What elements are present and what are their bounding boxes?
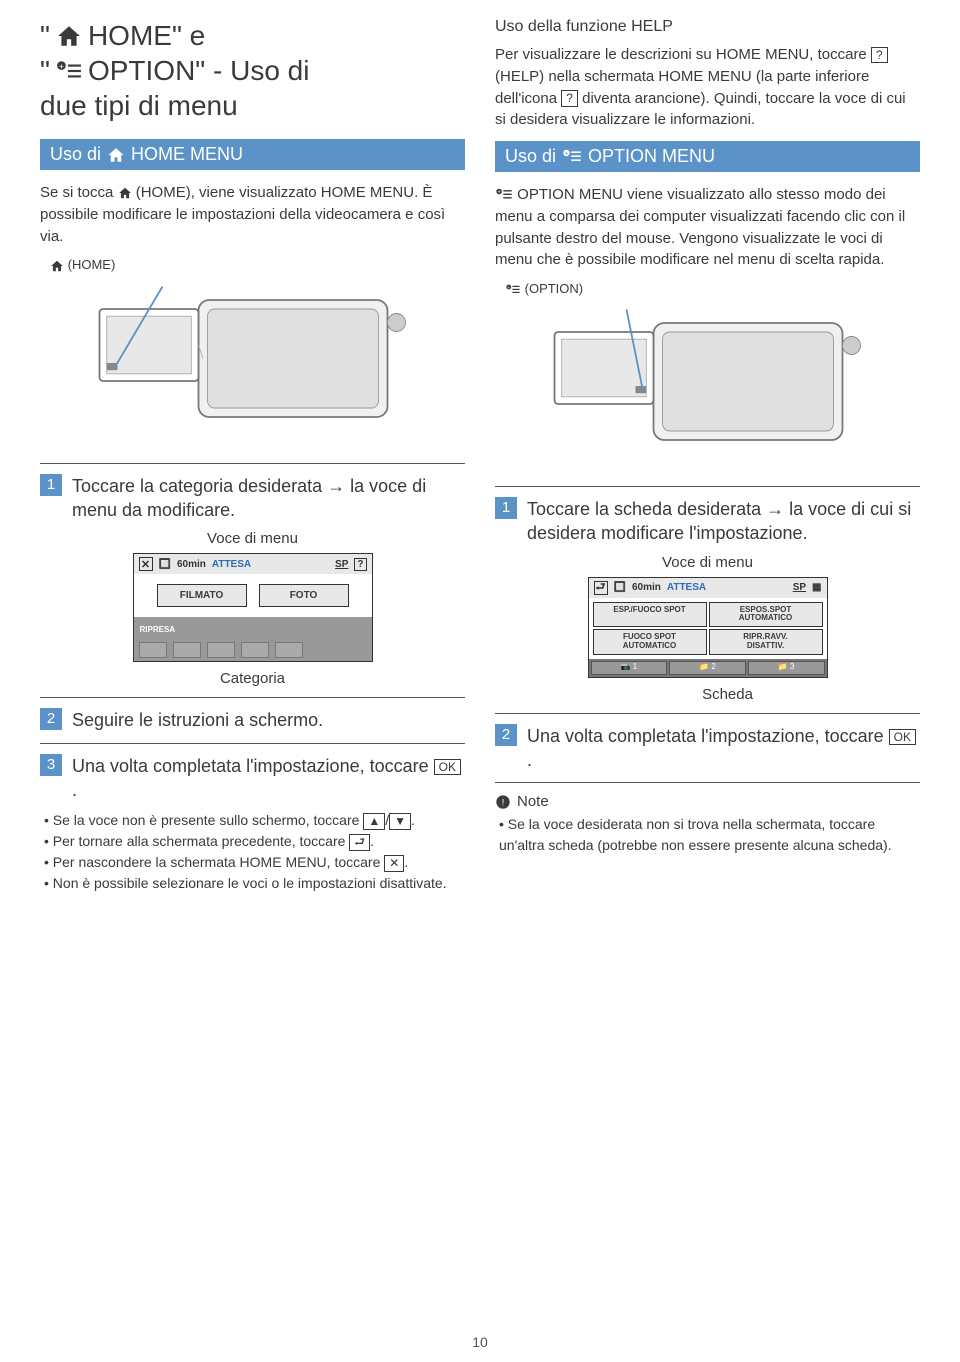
camera-illustration xyxy=(495,296,920,476)
option-screen-mock: ⮐ 🔲 60min ATTESA SP ▦ ESP./FUOCO SPOT ES… xyxy=(588,577,828,678)
attesa-label: ATTESA xyxy=(667,582,706,593)
separator xyxy=(495,486,920,487)
separator xyxy=(40,697,465,698)
svg-text:+: + xyxy=(565,150,569,157)
step-3: 3 Una volta completata l'impostazione, t… xyxy=(40,754,465,803)
option-icon: + xyxy=(562,149,582,165)
footer-tab xyxy=(275,642,303,658)
grid-button: ESP./FUOCO SPOT xyxy=(593,602,707,628)
help-icon: ? xyxy=(871,47,888,63)
step-text: Una volta completata l'impostazione, toc… xyxy=(527,724,920,773)
title-line2: OPTION" - Uso di xyxy=(88,53,310,88)
down-icon: ▼ xyxy=(389,813,411,829)
home-label: (HOME) xyxy=(50,257,115,273)
sp-label: SP xyxy=(793,582,806,593)
note-heading: ! Note xyxy=(495,793,920,810)
tab: 📁 2 xyxy=(669,661,746,675)
help-body: Per visualizzare le descrizioni su HOME … xyxy=(495,44,920,131)
time-label: 60min xyxy=(632,582,661,593)
sp-label: SP xyxy=(335,559,348,570)
step-text: Toccare la categoria desiderata → la voc… xyxy=(72,474,465,523)
ok-icon: OK xyxy=(434,759,461,775)
bullet-list: Se la voce non è presente sullo schermo,… xyxy=(40,810,465,894)
home-menu-bar: Uso di HOME MENU xyxy=(40,139,465,170)
title-line3: due tipi di menu xyxy=(40,90,238,121)
home-icon xyxy=(56,23,82,49)
separator xyxy=(495,782,920,783)
footer-tab xyxy=(173,642,201,658)
option-icon: + xyxy=(56,60,82,82)
back-icon: ⮐ xyxy=(594,581,608,595)
home-icon xyxy=(50,259,64,273)
step-number: 2 xyxy=(40,708,62,730)
title-line1: HOME" e xyxy=(88,18,205,53)
home-intro: Se si tocca (HOME), viene visualizzato H… xyxy=(40,182,465,247)
tab-label: Scheda xyxy=(535,686,920,703)
ripresa-label: RIPRESA xyxy=(140,625,182,634)
list-item: Se la voce non è presente sullo schermo,… xyxy=(44,810,465,831)
help-icon: ? xyxy=(354,558,366,571)
grid-button: RIPR.RAVV.DISATTIV. xyxy=(709,629,823,655)
grid-button: ESPOS.SPOTAUTOMATICO xyxy=(709,602,823,628)
tab: 📁 3 xyxy=(748,661,825,675)
quote: " xyxy=(40,18,50,53)
step-2: 2 Una volta completata l'impostazione, t… xyxy=(495,724,920,773)
list-item: Per nascondere la schermata HOME MENU, t… xyxy=(44,852,465,873)
home-icon xyxy=(118,186,132,200)
back-icon: ⮐ xyxy=(349,834,370,850)
option-icon: + xyxy=(495,188,513,202)
option-icon: + xyxy=(505,284,521,296)
page-number: 10 xyxy=(0,1334,960,1350)
close-icon: ✕ xyxy=(139,557,153,571)
step-number: 1 xyxy=(40,474,62,496)
svg-text:!: ! xyxy=(502,797,505,807)
footer-tab xyxy=(241,642,269,658)
step-text: Toccare la scheda desiderata → la voce d… xyxy=(527,497,920,546)
step-number: 2 xyxy=(495,724,517,746)
grid-button: FUOCO SPOTAUTOMATICO xyxy=(593,629,707,655)
battery-icon: ▦ xyxy=(812,582,821,593)
option-body: + OPTION MENU viene visualizzato allo st… xyxy=(495,184,920,271)
list-item: Non è possibile selezionare le voci o le… xyxy=(44,873,465,894)
separator xyxy=(40,743,465,744)
step-number: 3 xyxy=(40,754,62,776)
menu-item-label: Voce di menu xyxy=(495,554,920,571)
step-1: 1 Toccare la categoria desiderata → la v… xyxy=(40,474,465,523)
option-menu-bar: Uso di + OPTION MENU xyxy=(495,141,920,172)
category-label: Categoria xyxy=(40,670,465,687)
help-heading: Uso della funzione HELP xyxy=(495,18,920,36)
svg-text:+: + xyxy=(507,285,510,290)
step-number: 1 xyxy=(495,497,517,519)
separator xyxy=(495,713,920,714)
svg-text:+: + xyxy=(497,190,500,196)
note-list: Se la voce desiderata non si trova nella… xyxy=(495,814,920,856)
step-text: Una volta completata l'impostazione, toc… xyxy=(72,754,465,803)
footer-tab xyxy=(207,642,235,658)
page-title: " HOME" e " + OPTION" - Uso di due tipi … xyxy=(40,18,465,123)
tab: 📷 1 xyxy=(591,661,668,675)
help-icon: ? xyxy=(561,90,578,106)
home-icon xyxy=(107,146,125,164)
camera-illustration xyxy=(40,273,465,453)
svg-text:+: + xyxy=(59,60,64,70)
separator xyxy=(40,463,465,464)
menu-item-label: Voce di menu xyxy=(40,530,465,547)
step-1: 1 Toccare la scheda desiderata → la voce… xyxy=(495,497,920,546)
ok-icon: OK xyxy=(889,729,916,745)
attesa-label: ATTESA xyxy=(212,559,251,570)
note-icon: ! xyxy=(495,794,511,810)
foto-button: FOTO xyxy=(259,584,349,607)
close-icon: ✕ xyxy=(384,855,404,871)
time-label: 60min xyxy=(177,559,206,570)
list-item: Per tornare alla schermata precedente, t… xyxy=(44,831,465,852)
option-label: + (OPTION) xyxy=(505,281,583,296)
step-text: Seguire le istruzioni a schermo. xyxy=(72,708,323,732)
list-item: Se la voce desiderata non si trova nella… xyxy=(499,814,920,856)
up-icon: ▲ xyxy=(363,813,385,829)
footer-tab xyxy=(139,642,167,658)
quote: " xyxy=(40,53,50,88)
filmato-button: FILMATO xyxy=(157,584,247,607)
step-2: 2 Seguire le istruzioni a schermo. xyxy=(40,708,465,732)
home-screen-mock: ✕ 🔲 60min ATTESA SP ? FILMATO FOTO RIPRE… xyxy=(133,553,373,662)
